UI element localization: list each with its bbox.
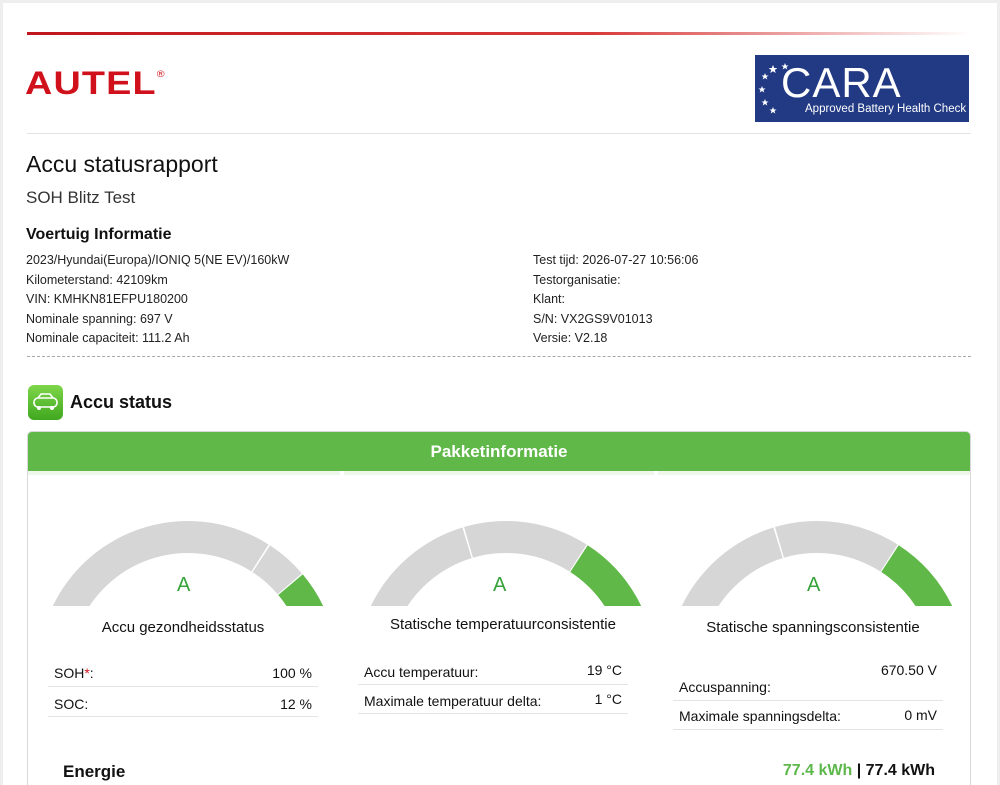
gauge-track-segment (681, 527, 783, 606)
voltage-grade: A (807, 574, 821, 596)
gauge-fill-segment (881, 545, 953, 606)
test-organisation: Testorganisatie: (533, 272, 621, 287)
energy-value: 77.4 kWh | 77.4 kWh (782, 762, 935, 779)
vehicle-info-left: 2023/Hyundai(Europa)/IONIQ 5(NE EV)/160k… (26, 251, 289, 349)
report-page: AUTEL® CARA Approved Battery Health Chec… (3, 3, 997, 785)
star-ring-icon (758, 63, 789, 114)
temperature-delta-row: Maximale temperatuur delta: 1 °C (358, 686, 628, 714)
vehicle-info-right: Test tijd: 2026-07-27 10:56:06 Testorgan… (533, 251, 698, 349)
header-divider (27, 133, 971, 134)
temperature-gauge (370, 521, 642, 606)
software-version: Versie: V2.18 (533, 331, 608, 346)
header-accent-line (27, 32, 971, 35)
customer: Klant: (533, 292, 565, 307)
pack-info-title: Pakketinformatie (28, 432, 970, 471)
section-divider (27, 356, 971, 357)
soh-row: SOH*: 100 % (48, 659, 318, 687)
voltage-gauge (681, 521, 953, 606)
temperature-card-title: Statische temperatuurconsistentie (390, 616, 616, 633)
gauge-track-segment (775, 521, 898, 572)
serial-number: S/N: VX2GS9V01013 (533, 311, 653, 326)
page-title: Accu statusrapport (26, 151, 218, 177)
vehicle-info-heading: Voertuig Informatie (26, 226, 172, 243)
cara-badge: CARA Approved Battery Health Check (755, 55, 969, 122)
accu-status-heading: Accu status (70, 392, 173, 412)
voltage-value: 670.50 V (880, 662, 937, 678)
voltage-card-title: Statische spanningsconsistentie (706, 619, 920, 636)
gauge-track-segment (52, 521, 269, 606)
soh-card-title: Accu gezondheidsstatus (101, 619, 265, 636)
soh-gauge (52, 521, 324, 606)
temperature-grade: A (493, 574, 507, 596)
gauge-track-segment (464, 521, 587, 572)
cara-word: CARA (781, 59, 902, 106)
pack-info-panel: Pakketinformatie (27, 431, 971, 785)
gauge-fill-segment (278, 574, 324, 606)
vehicle-mileage: Kilometerstand: 42109km (26, 272, 168, 287)
temperature-row: Accu temperatuur: 19 °C (358, 657, 628, 685)
test-time: Test tijd: 2026-07-27 10:56:06 (533, 253, 699, 267)
gauge-fill-segment (570, 545, 642, 606)
nominal-capacity: Nominale capaciteit: 111.2 Ah (26, 331, 190, 346)
cara-subtitle: Approved Battery Health Check (805, 103, 967, 115)
voltage-delta-row: Maximale spanningsdelta: 0 mV (673, 702, 943, 730)
battery-car-icon (28, 385, 63, 420)
soh-grade: A (177, 574, 191, 596)
soc-row: SOC: 12 % (48, 689, 318, 717)
soc-value: 12 % (280, 696, 312, 712)
vehicle-vin: VIN: KMHKN81EFPU180200 (26, 292, 188, 307)
vehicle-model: 2023/Hyundai(Europa)/IONIQ 5(NE EV)/160k… (26, 253, 290, 267)
autel-logo: AUTEL® (25, 65, 166, 101)
soh-value: 100 % (272, 665, 312, 681)
panel-column-strip (28, 471, 970, 475)
page-subtitle: SOH Blitz Test (26, 188, 136, 207)
voltage-row: Accuspanning: 670.50 V (673, 659, 943, 701)
gauge-track-segment (252, 545, 302, 595)
nominal-voltage: Nominale spanning: 697 V (26, 311, 173, 326)
temperature-value: 19 °C (586, 662, 622, 678)
gauge-track-segment (370, 527, 472, 606)
voltage-delta-value: 0 mV (904, 707, 937, 723)
energy-label: Energie (63, 762, 126, 781)
temperature-delta-value: 1 °C (594, 691, 622, 707)
